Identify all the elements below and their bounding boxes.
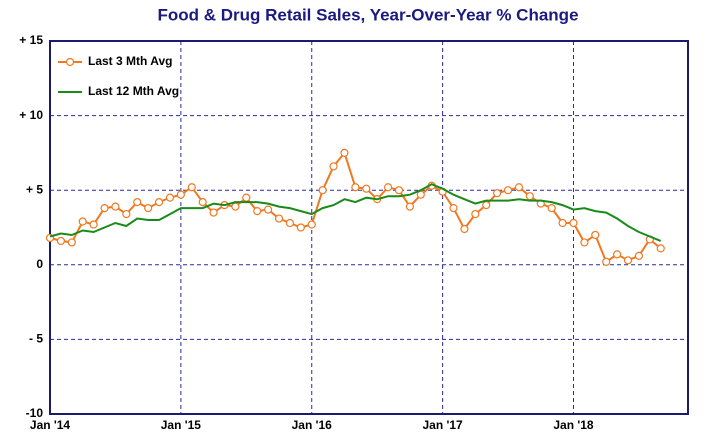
point-marker <box>144 204 153 213</box>
point-marker <box>67 238 76 247</box>
point-marker <box>394 186 404 195</box>
x-tick-label: Jan '18 <box>553 418 594 432</box>
point-marker <box>274 214 284 223</box>
point-marker <box>100 204 109 213</box>
y-tick-label: + 15 <box>19 33 43 47</box>
legend-label: Last 3 Mth Avg <box>88 54 172 68</box>
point-marker <box>154 198 164 207</box>
point-marker <box>122 209 131 219</box>
plot-border <box>49 40 689 415</box>
point-marker <box>209 208 218 217</box>
x-tick-label: Jan '14 <box>30 418 71 432</box>
point-marker <box>547 204 556 213</box>
point-marker <box>602 257 611 266</box>
legend-marker <box>65 57 75 67</box>
point-marker <box>285 218 295 228</box>
point-marker <box>580 238 589 247</box>
y-tick-label: -10 <box>26 406 44 420</box>
point-marker <box>198 198 207 207</box>
point-marker <box>176 190 185 199</box>
point-marker <box>623 256 633 265</box>
point-marker <box>78 217 87 226</box>
point-marker <box>482 201 491 210</box>
point-marker <box>253 206 262 216</box>
point-marker <box>383 183 393 192</box>
point-marker <box>111 202 120 211</box>
point-marker <box>318 186 327 195</box>
point-marker <box>503 186 513 195</box>
point-marker <box>296 223 305 232</box>
point-marker <box>231 202 240 211</box>
point-marker <box>569 218 578 228</box>
point-marker <box>329 162 338 171</box>
point-marker <box>656 244 665 253</box>
y-tick-label: + 10 <box>19 108 43 122</box>
point-marker <box>264 205 273 214</box>
x-tick-label: Jan '16 <box>292 418 333 432</box>
point-marker <box>133 198 142 207</box>
point-marker <box>187 183 196 192</box>
point-marker <box>307 220 316 229</box>
legend-label: Last 12 Mth Avg <box>88 84 179 98</box>
y-tick-label: + 5 <box>26 182 43 196</box>
point-marker <box>460 224 469 234</box>
x-tick-label: Jan '17 <box>423 418 464 432</box>
point-marker <box>405 202 414 211</box>
point-marker <box>351 183 360 192</box>
point-marker <box>634 251 644 260</box>
point-marker <box>362 184 371 193</box>
point-marker <box>514 183 524 192</box>
point-marker <box>558 218 567 228</box>
point-marker <box>242 193 251 202</box>
point-marker <box>525 192 534 201</box>
point-marker <box>56 236 66 246</box>
chart-title: Food & Drug Retail Sales, Year-Over-Year… <box>157 5 578 24</box>
series-line <box>49 183 662 242</box>
point-marker <box>471 209 480 219</box>
point-marker <box>613 250 622 259</box>
point-marker <box>493 189 502 198</box>
point-marker <box>340 148 349 157</box>
y-tick-label: 0 <box>36 257 43 271</box>
x-tick-label: Jan '15 <box>161 418 202 432</box>
point-marker <box>449 204 458 213</box>
point-marker <box>165 193 175 202</box>
point-marker <box>591 230 600 240</box>
y-tick-label: - 5 <box>29 332 43 346</box>
point-marker <box>89 220 98 229</box>
